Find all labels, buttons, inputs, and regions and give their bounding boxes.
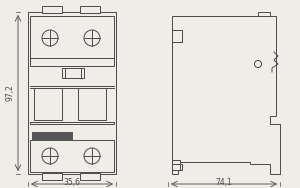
Bar [172, 162, 180, 170]
Bar [42, 173, 62, 180]
Bar [80, 6, 100, 13]
Bar [30, 140, 114, 172]
Bar [28, 12, 116, 174]
Bar [78, 88, 106, 120]
Bar [34, 88, 62, 120]
Bar [80, 173, 100, 180]
Text: 97,2: 97,2 [6, 85, 15, 102]
Polygon shape [172, 12, 280, 174]
Text: 74,1: 74,1 [216, 178, 232, 187]
Bar [42, 6, 62, 13]
Bar [172, 160, 180, 164]
Bar [32, 132, 72, 140]
Bar [30, 122, 114, 124]
Text: 35,6: 35,6 [64, 178, 80, 187]
Bar [62, 68, 84, 78]
Bar [30, 16, 114, 66]
